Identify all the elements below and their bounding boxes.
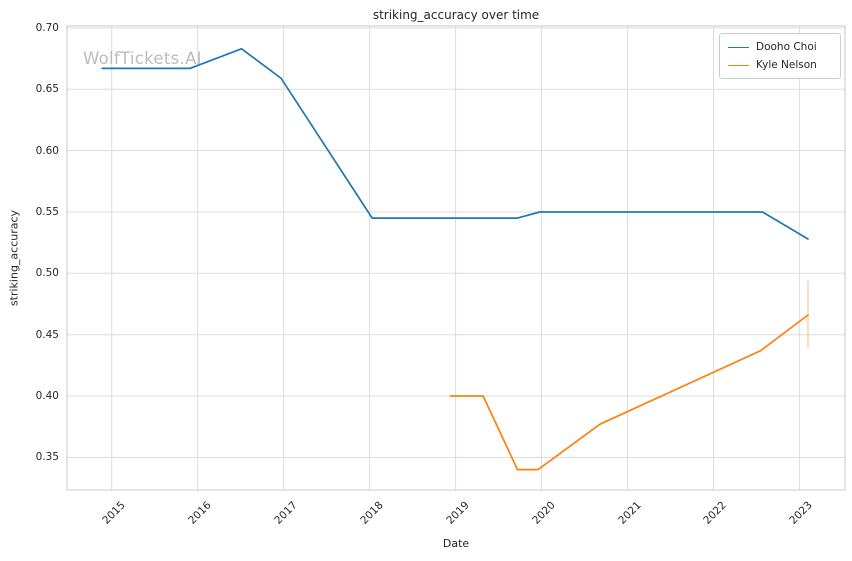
legend-item-kyle-nelson: Kyle Nelson <box>728 56 832 74</box>
legend-line-swatch-blue <box>728 46 749 48</box>
watermark: WolfTickets.AI <box>83 49 202 68</box>
plot-border <box>66 25 846 491</box>
y-tick-label: 0.45 <box>35 328 59 341</box>
y-axis-label: striking_accuracy <box>7 209 21 307</box>
series-line-0 <box>101 47 809 240</box>
y-tick-label: 0.40 <box>35 390 59 403</box>
legend-label-kyle-nelson: Kyle Nelson <box>756 59 817 71</box>
y-tick-label: 0.35 <box>35 451 59 464</box>
legend-item-dooho-choi: Dooho Choi <box>728 38 832 56</box>
chart-title: striking_accuracy over time <box>372 8 540 22</box>
legend-line-swatch-orange <box>728 64 749 66</box>
y-tick-label: 0.70 <box>35 21 59 34</box>
legend: Dooho Choi Kyle Nelson <box>719 33 841 79</box>
y-tick-label: 0.50 <box>35 267 59 280</box>
series-line-1 <box>449 314 809 471</box>
legend-label-dooho-choi: Dooho Choi <box>756 41 817 53</box>
y-tick-label: 0.60 <box>35 144 59 157</box>
y-tick-label: 0.65 <box>35 83 59 96</box>
y-tick-label: 0.55 <box>35 205 59 218</box>
x-axis-label: Date <box>442 537 470 550</box>
